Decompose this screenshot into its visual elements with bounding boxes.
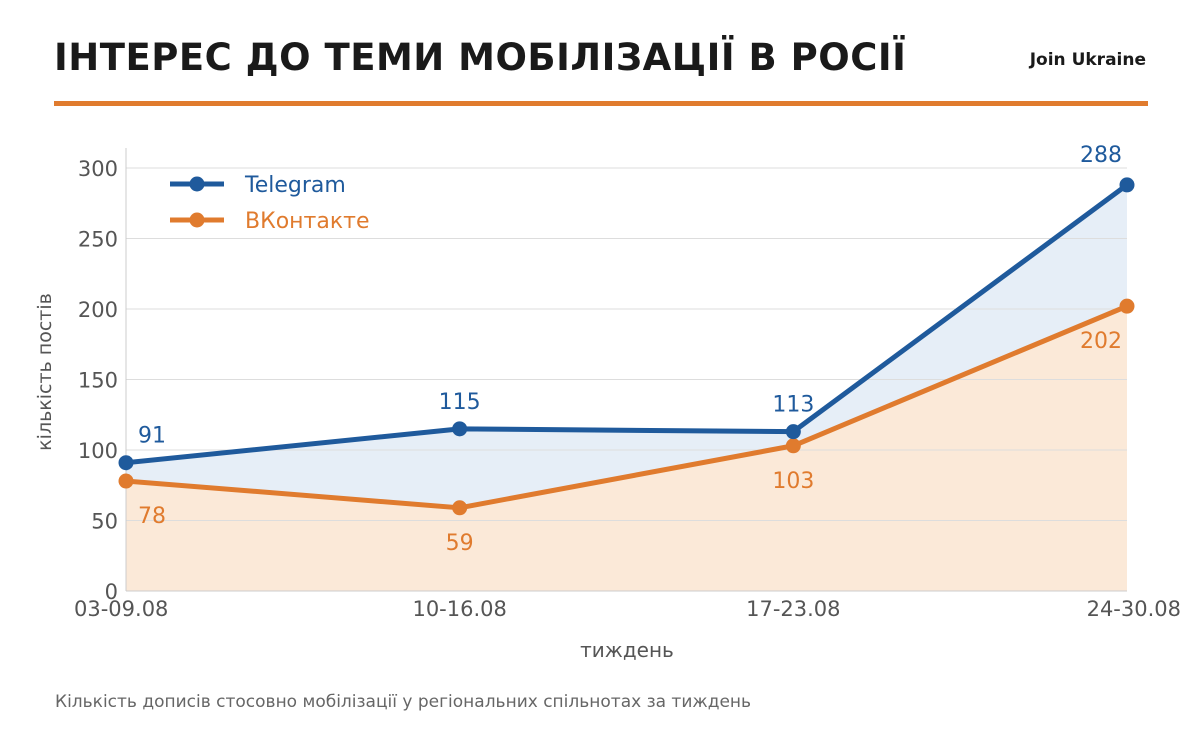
data-point-vkontakte [1119, 298, 1135, 314]
series-line-telegram [125, 182, 1129, 466]
x-tick-label: 24-30.08 [1087, 597, 1181, 621]
data-label-vkontakte: 78 [138, 504, 166, 529]
data-label-vkontakte: 103 [772, 469, 814, 494]
area-telegram [126, 184, 1127, 508]
x-tick-label: 17-23.08 [746, 597, 840, 621]
legend-label: ВКонтакте [245, 209, 370, 234]
data-label-telegram: 113 [772, 393, 814, 418]
y-tick-label: 300 [78, 157, 118, 181]
data-label-telegram: 288 [1080, 143, 1122, 168]
data-label-telegram: 115 [439, 390, 481, 415]
page-title: ІНТЕРЕС ДО ТЕМИ МОБІЛІЗАЦІЇ В РОСІЇ [54, 36, 907, 79]
x-axis-title: тиждень [580, 638, 674, 662]
data-point-telegram [1119, 177, 1135, 193]
y-tick-label: 0 [105, 580, 118, 604]
y-tick-label: 150 [78, 369, 118, 393]
legend-marker [189, 212, 205, 228]
y-tick-label: 100 [78, 439, 118, 463]
legend-marker [189, 176, 205, 192]
y-tick-label: 200 [78, 298, 118, 322]
y-axis-title: кількість постів [34, 293, 56, 451]
data-point-telegram [452, 421, 468, 437]
data-label-vkontakte: 59 [446, 531, 474, 556]
data-point-vkontakte [785, 438, 801, 454]
x-tick-label: 03-09.08 [74, 597, 168, 621]
chart-footnote: Кількість дописів стосовно мобілізації у… [55, 692, 752, 712]
legend-label: Telegram [244, 173, 346, 198]
title-divider [54, 101, 1148, 106]
data-point-telegram [785, 424, 801, 440]
x-tick-label: 10-16.08 [412, 597, 506, 621]
series-line-vkontakte [125, 303, 1128, 511]
y-tick-label: 250 [78, 228, 118, 252]
brand-logo-text: Join Ukraine [1029, 50, 1146, 70]
data-label-vkontakte: 202 [1080, 329, 1122, 354]
y-tick-label: 50 [91, 510, 118, 534]
data-point-vkontakte [118, 473, 134, 489]
area-vkontakte [126, 306, 1127, 591]
data-point-telegram [118, 455, 134, 471]
data-label-telegram: 91 [138, 424, 166, 449]
data-point-vkontakte [452, 500, 468, 516]
